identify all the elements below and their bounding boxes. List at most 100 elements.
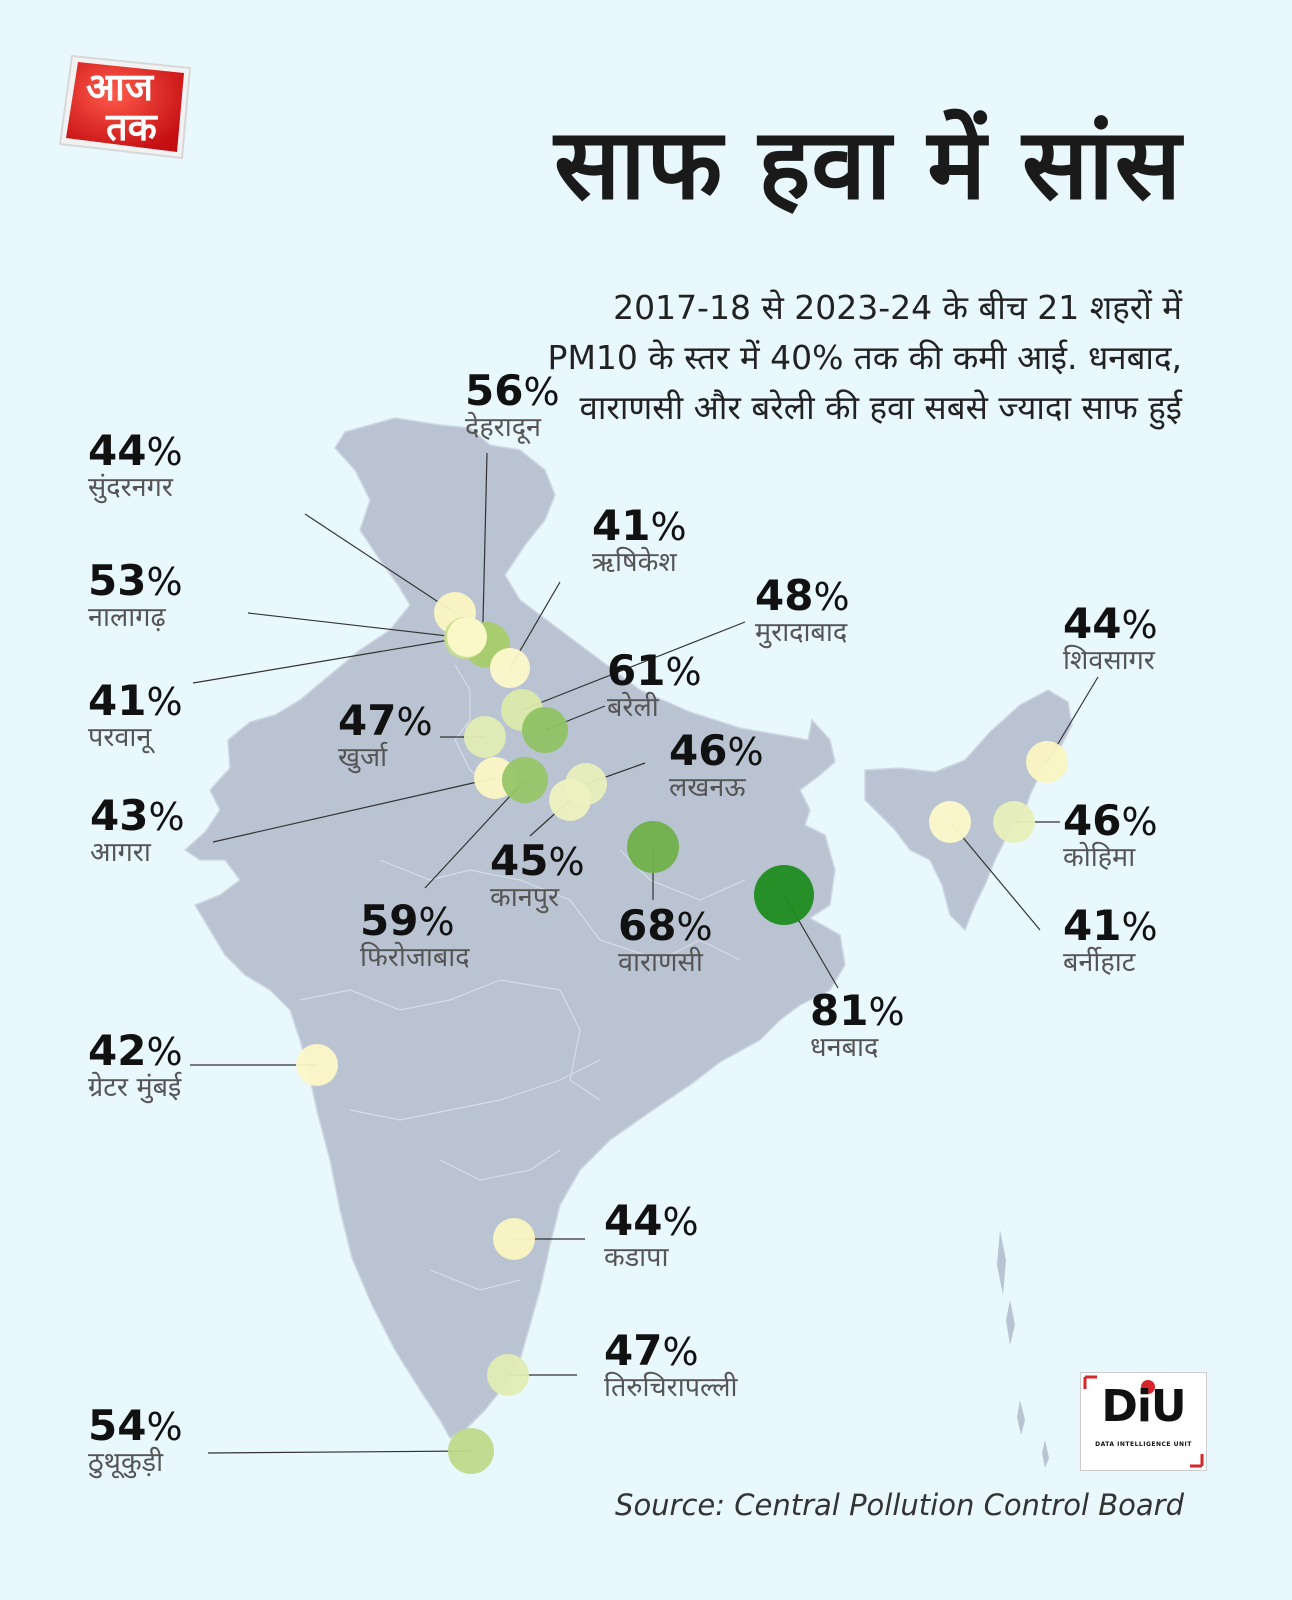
city-value: 54% (88, 1405, 183, 1447)
city-value: 47% (338, 700, 433, 742)
city-label: 68% वाराणसी (618, 905, 713, 979)
city-marker (448, 1428, 494, 1474)
city-value-percent-sign: % (1121, 603, 1158, 647)
city-label: 44% कडापा (604, 1200, 699, 1274)
city-value: 47% (604, 1330, 738, 1372)
city-label: 46% लखनऊ (669, 730, 764, 804)
city-name: बरेली (607, 692, 659, 723)
city-name: वाराणसी (618, 947, 703, 978)
city-name: कानपुर (490, 882, 560, 913)
city-value-number: 44 (1063, 599, 1122, 648)
city-value-number: 48 (755, 571, 814, 620)
city-name: परवानू (88, 722, 152, 753)
city-marker (487, 1354, 529, 1396)
city-name: धनबाद (810, 1032, 879, 1063)
city-value: 56% (465, 370, 560, 412)
city-value-number: 43 (90, 791, 149, 840)
leader-line (949, 821, 1041, 931)
city-value-percent-sign: % (1121, 905, 1158, 949)
northeast-shape (864, 689, 1073, 932)
city-value: 68% (618, 905, 713, 947)
city-value-percent-sign: % (396, 700, 433, 744)
city-label: 47% तिरुचिरापल्ली (604, 1330, 738, 1404)
city-name: ग्रेटर मुंबई (88, 1072, 182, 1103)
city-value-number: 44 (88, 426, 147, 475)
city-name: शिवसागर (1063, 645, 1155, 676)
city-label: 54% ठुथूकुड़ी (88, 1405, 183, 1479)
city-name: ठुथूकुड़ी (88, 1447, 164, 1478)
city-value-percent-sign: % (727, 730, 764, 774)
city-label: 41% ऋषिकेश (592, 505, 687, 579)
city-name: आगरा (90, 837, 151, 868)
city-value: 44% (604, 1200, 699, 1242)
city-value: 45% (490, 840, 585, 882)
aajtak-logo: आज तक (58, 54, 192, 160)
leader-line (424, 779, 526, 889)
city-label: 48% मुरादाबाद (755, 575, 850, 649)
leader-line (482, 452, 488, 623)
city-name: फिरोजाबाद (360, 942, 470, 973)
city-value-percent-sign: % (523, 370, 560, 414)
city-markers (296, 592, 1068, 1474)
city-marker (296, 1044, 338, 1086)
leader-line (207, 1450, 472, 1454)
city-value-number: 41 (88, 676, 147, 725)
leader-line (247, 612, 466, 639)
city-value-percent-sign: % (662, 1200, 699, 1244)
city-value-number: 42 (88, 1026, 147, 1075)
city-marker (502, 757, 548, 803)
city-label: 44% शिवसागर (1063, 603, 1158, 677)
city-value: 44% (1063, 603, 1158, 645)
city-marker (929, 801, 971, 843)
city-value: 53% (88, 560, 183, 602)
city-name: कडापा (604, 1242, 669, 1273)
city-name: बर्नीहाट (1063, 947, 1136, 978)
city-name: ऋषिकेश (592, 547, 677, 578)
city-value-percent-sign: % (146, 560, 183, 604)
city-marker (549, 779, 591, 821)
city-marker (627, 821, 679, 873)
city-value: 48% (755, 575, 850, 617)
city-value-number: 46 (669, 726, 728, 775)
leader-line (192, 636, 468, 684)
city-value-percent-sign: % (650, 505, 687, 549)
city-value: 44% (88, 430, 183, 472)
city-value-number: 46 (1063, 796, 1122, 845)
city-name: देहरादून (465, 412, 542, 443)
city-label: 56% देहरादून (465, 370, 560, 444)
city-value-number: 54 (88, 1401, 147, 1450)
page-title: साफ हवा में सांस (554, 108, 1182, 222)
city-value-number: 61 (607, 646, 666, 695)
source-note: Source: Central Pollution Control Board (615, 1488, 1184, 1522)
logo-line1: आज (86, 65, 155, 109)
state-borders (299, 664, 746, 1291)
city-value-number: 41 (592, 501, 651, 550)
city-name: तिरुचिरापल्ली (604, 1372, 738, 1403)
leader-line (521, 621, 746, 711)
leader-line (212, 777, 496, 843)
city-value-percent-sign: % (146, 1030, 183, 1074)
city-label: 53% नालागढ़ (88, 560, 183, 634)
andaman-islands (997, 1230, 1049, 1468)
city-value-number: 45 (490, 836, 549, 885)
city-label: 61% बरेली (607, 650, 702, 724)
city-value-percent-sign: % (146, 680, 183, 724)
city-marker (754, 865, 814, 925)
city-value-percent-sign: % (665, 650, 702, 694)
city-value: 59% (360, 900, 470, 942)
city-name: मुरादाबाद (755, 617, 848, 648)
diu-logo-text: DiU (1101, 1381, 1186, 1432)
city-value-number: 56 (465, 366, 524, 415)
city-value: 42% (88, 1030, 183, 1072)
page-subtitle: 2017-18 से 2023-24 के बीच 21 शहरों में P… (547, 288, 1182, 428)
city-name: लखनऊ (669, 772, 746, 803)
city-value-number: 81 (810, 986, 869, 1035)
city-marker (464, 716, 506, 758)
city-value-percent-sign: % (662, 1330, 699, 1374)
city-label: 81% धनबाद (810, 990, 905, 1064)
city-marker (447, 617, 487, 657)
city-value-percent-sign: % (813, 575, 850, 619)
city-marker (993, 801, 1035, 843)
city-label: 46% कोहिमा (1063, 800, 1158, 874)
